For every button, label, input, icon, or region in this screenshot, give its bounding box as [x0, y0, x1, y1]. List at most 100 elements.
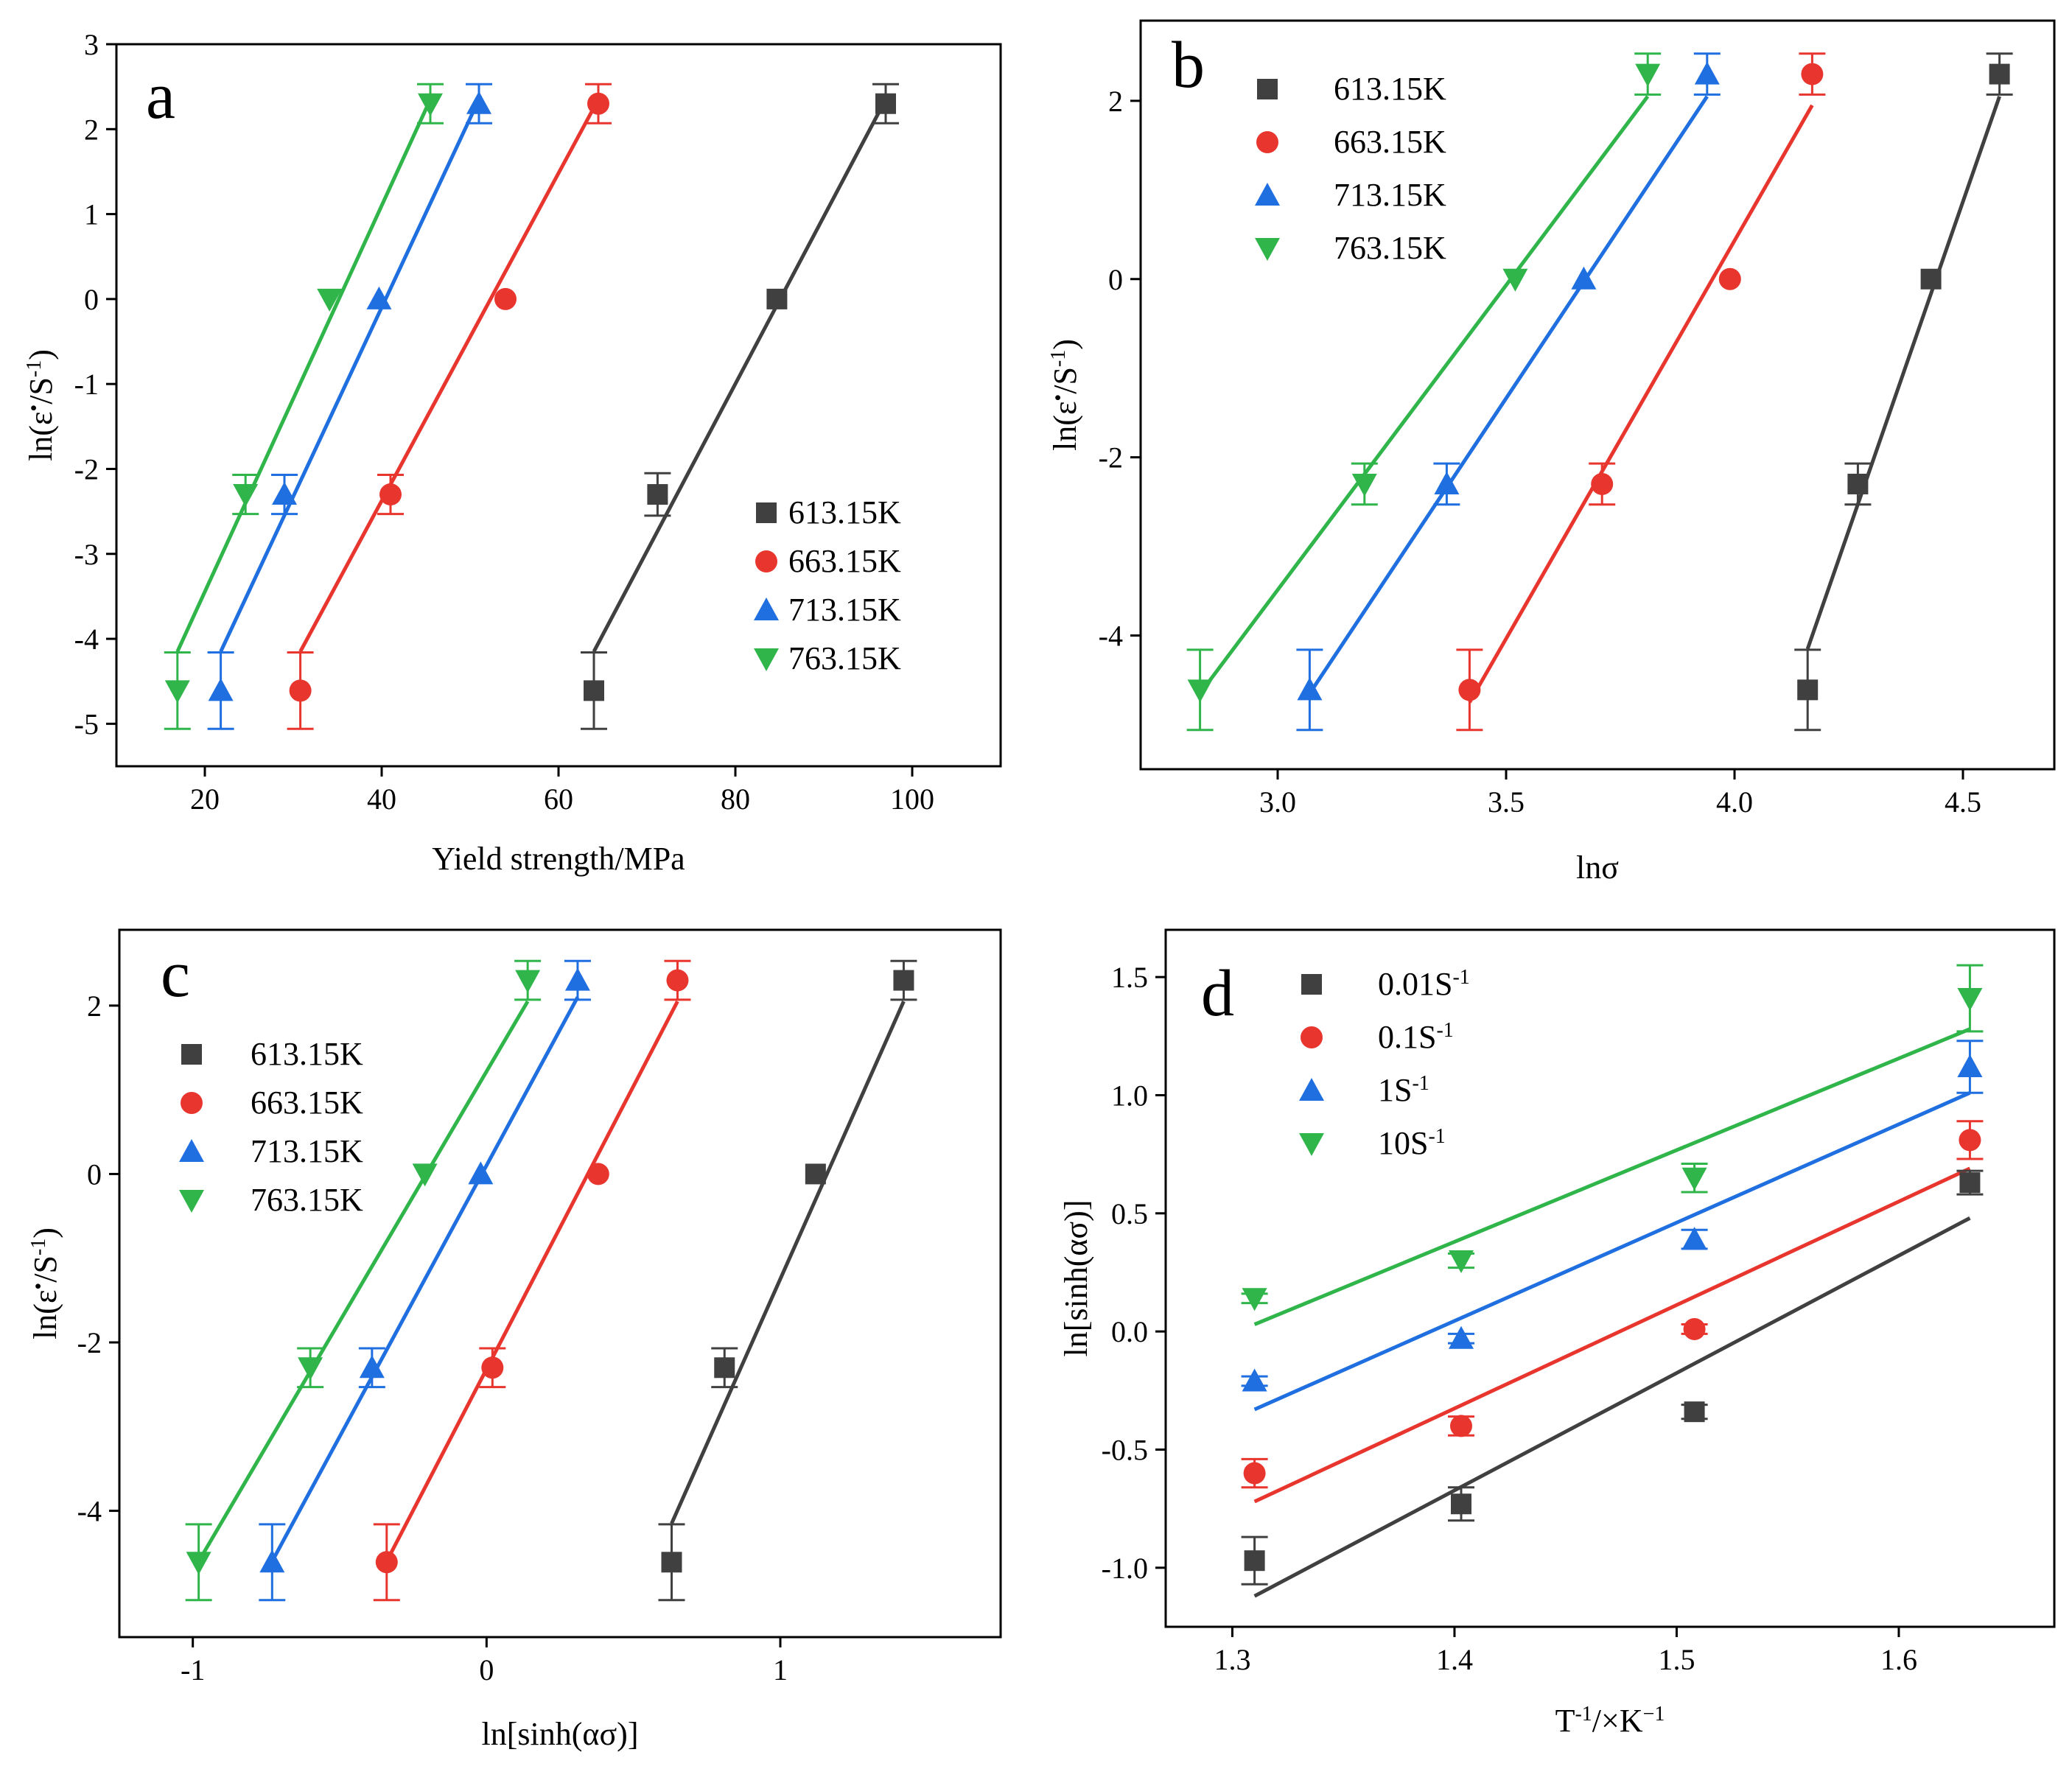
data-point	[1450, 1493, 1471, 1515]
data-point	[1957, 1054, 1983, 1077]
plot-frame	[1139, 19, 2056, 771]
data-point	[1591, 472, 1614, 495]
legend-label: 663.15K	[788, 543, 901, 579]
data-point	[587, 92, 609, 115]
data-points	[164, 83, 899, 730]
fit-line	[270, 996, 580, 1563]
y-tick-label: 1.0	[1111, 1079, 1148, 1112]
legend-label: 713.15K	[788, 592, 901, 628]
legend-marker	[179, 1190, 204, 1213]
data-point	[1797, 679, 1819, 701]
legend-marker	[755, 550, 777, 572]
y-tick-label: 2	[1108, 85, 1123, 118]
x-axis-title-sup1: -1	[1575, 1703, 1592, 1726]
x-tick-label: 3.5	[1488, 785, 1525, 819]
fit-line	[298, 98, 601, 653]
legend-marker	[1299, 1133, 1324, 1156]
legend-marker	[1256, 131, 1278, 153]
legend-label-main: 1S	[1378, 1072, 1412, 1108]
panel-label: b	[1172, 29, 1205, 102]
data-point	[298, 1357, 323, 1381]
y-tick-label: 1	[84, 198, 99, 231]
legend-label: 0.01S-1	[1378, 966, 1470, 1003]
fit-lines	[1198, 95, 2001, 704]
data-point	[233, 484, 259, 508]
fit-line	[219, 98, 481, 653]
data-point	[875, 93, 896, 114]
data-point	[1959, 1172, 1981, 1194]
legend-marker	[179, 1139, 204, 1162]
y-axis-title-main: ln(ε	[27, 1290, 63, 1339]
data-point	[289, 679, 312, 702]
y-axis-title-dot: •	[27, 1283, 50, 1290]
legend-marker	[181, 1092, 203, 1114]
legend-marker	[1257, 79, 1278, 99]
data-point	[1694, 61, 1720, 85]
y-tick-label: 0.5	[1111, 1197, 1148, 1230]
data-point	[359, 1355, 385, 1379]
data-point	[1959, 1129, 1981, 1152]
data-point	[1920, 268, 1942, 290]
data-point	[1684, 1401, 1705, 1423]
x-tick-label: 1.3	[1214, 1643, 1250, 1676]
x-tick-label: -1	[181, 1653, 205, 1686]
y-axis-title-dot: •	[1047, 394, 1070, 402]
data-point	[1718, 267, 1741, 290]
data-point	[1571, 266, 1597, 290]
legend-marker	[181, 1044, 202, 1065]
data-point	[494, 287, 517, 310]
x-axis-title-main: T	[1555, 1703, 1575, 1739]
panel-a: a Yield strength/MPa ln(ε•/S-1) 20 40 60 80…	[23, 28, 1002, 877]
plot-frame	[118, 928, 1002, 1639]
data-points	[185, 959, 917, 1602]
legend-label: 713.15K	[251, 1133, 363, 1169]
fit-lines	[197, 996, 906, 1563]
data-point	[1635, 63, 1661, 87]
y-axis-title-sup: -1	[23, 360, 46, 377]
fit-line	[1253, 1027, 1971, 1326]
plot-frame	[1164, 928, 2056, 1628]
data-point	[1801, 63, 1824, 85]
legend-marker	[1255, 183, 1280, 206]
y-axis-title-close: )	[27, 1227, 63, 1239]
x-tick-label: 1.5	[1658, 1643, 1695, 1676]
y-tick-label: 0	[87, 1157, 102, 1191]
data-points	[1186, 52, 2013, 732]
data-point	[893, 970, 914, 991]
legend-marker	[756, 502, 777, 523]
y-tick-label: 2	[87, 989, 102, 1023]
data-point	[418, 93, 443, 116]
data-point	[587, 1163, 609, 1185]
legend-marker	[754, 598, 779, 620]
y-axis-title-close: )	[23, 349, 59, 360]
legend-label: 10S-1	[1378, 1125, 1446, 1162]
data-point	[1244, 1550, 1265, 1572]
x-axis-title: T-1/×K−1	[1555, 1703, 1665, 1740]
x-tick-label: 20	[190, 782, 220, 816]
legend: 613.15K 663.15K 713.15K 763.15K	[179, 1036, 363, 1218]
data-point	[564, 967, 590, 991]
x-tick-label: 4.0	[1716, 785, 1753, 819]
x-tick-label: 4.5	[1945, 785, 1981, 819]
legend-label-sup: -1	[1452, 966, 1469, 989]
data-point	[1683, 1317, 1706, 1340]
legend-marker	[1301, 974, 1322, 995]
data-point	[515, 970, 541, 993]
panel-c: c ln[sinh(ασ)] ln(ε•/S-1) -1 0 1-4-202 613…	[27, 928, 1002, 1752]
y-tick-label: -4	[77, 1495, 102, 1528]
data-point	[317, 288, 343, 312]
y-tick-label: -2	[77, 1326, 102, 1359]
fit-line	[1468, 104, 1814, 704]
x-axis-title: lnσ	[1576, 850, 1619, 886]
legend-label: 663.15K	[251, 1085, 363, 1121]
x-tick-label: 1.4	[1436, 1643, 1473, 1676]
data-point	[666, 969, 689, 992]
panel-label: a	[146, 60, 175, 133]
data-point	[766, 288, 788, 309]
y-axis-title-sup: -1	[27, 1239, 50, 1255]
fit-line	[1198, 95, 1650, 695]
legend-label: 763.15K	[1334, 230, 1446, 266]
y-axis-title-dot: •	[23, 404, 46, 412]
y-tick-label: 0.0	[1111, 1315, 1148, 1348]
